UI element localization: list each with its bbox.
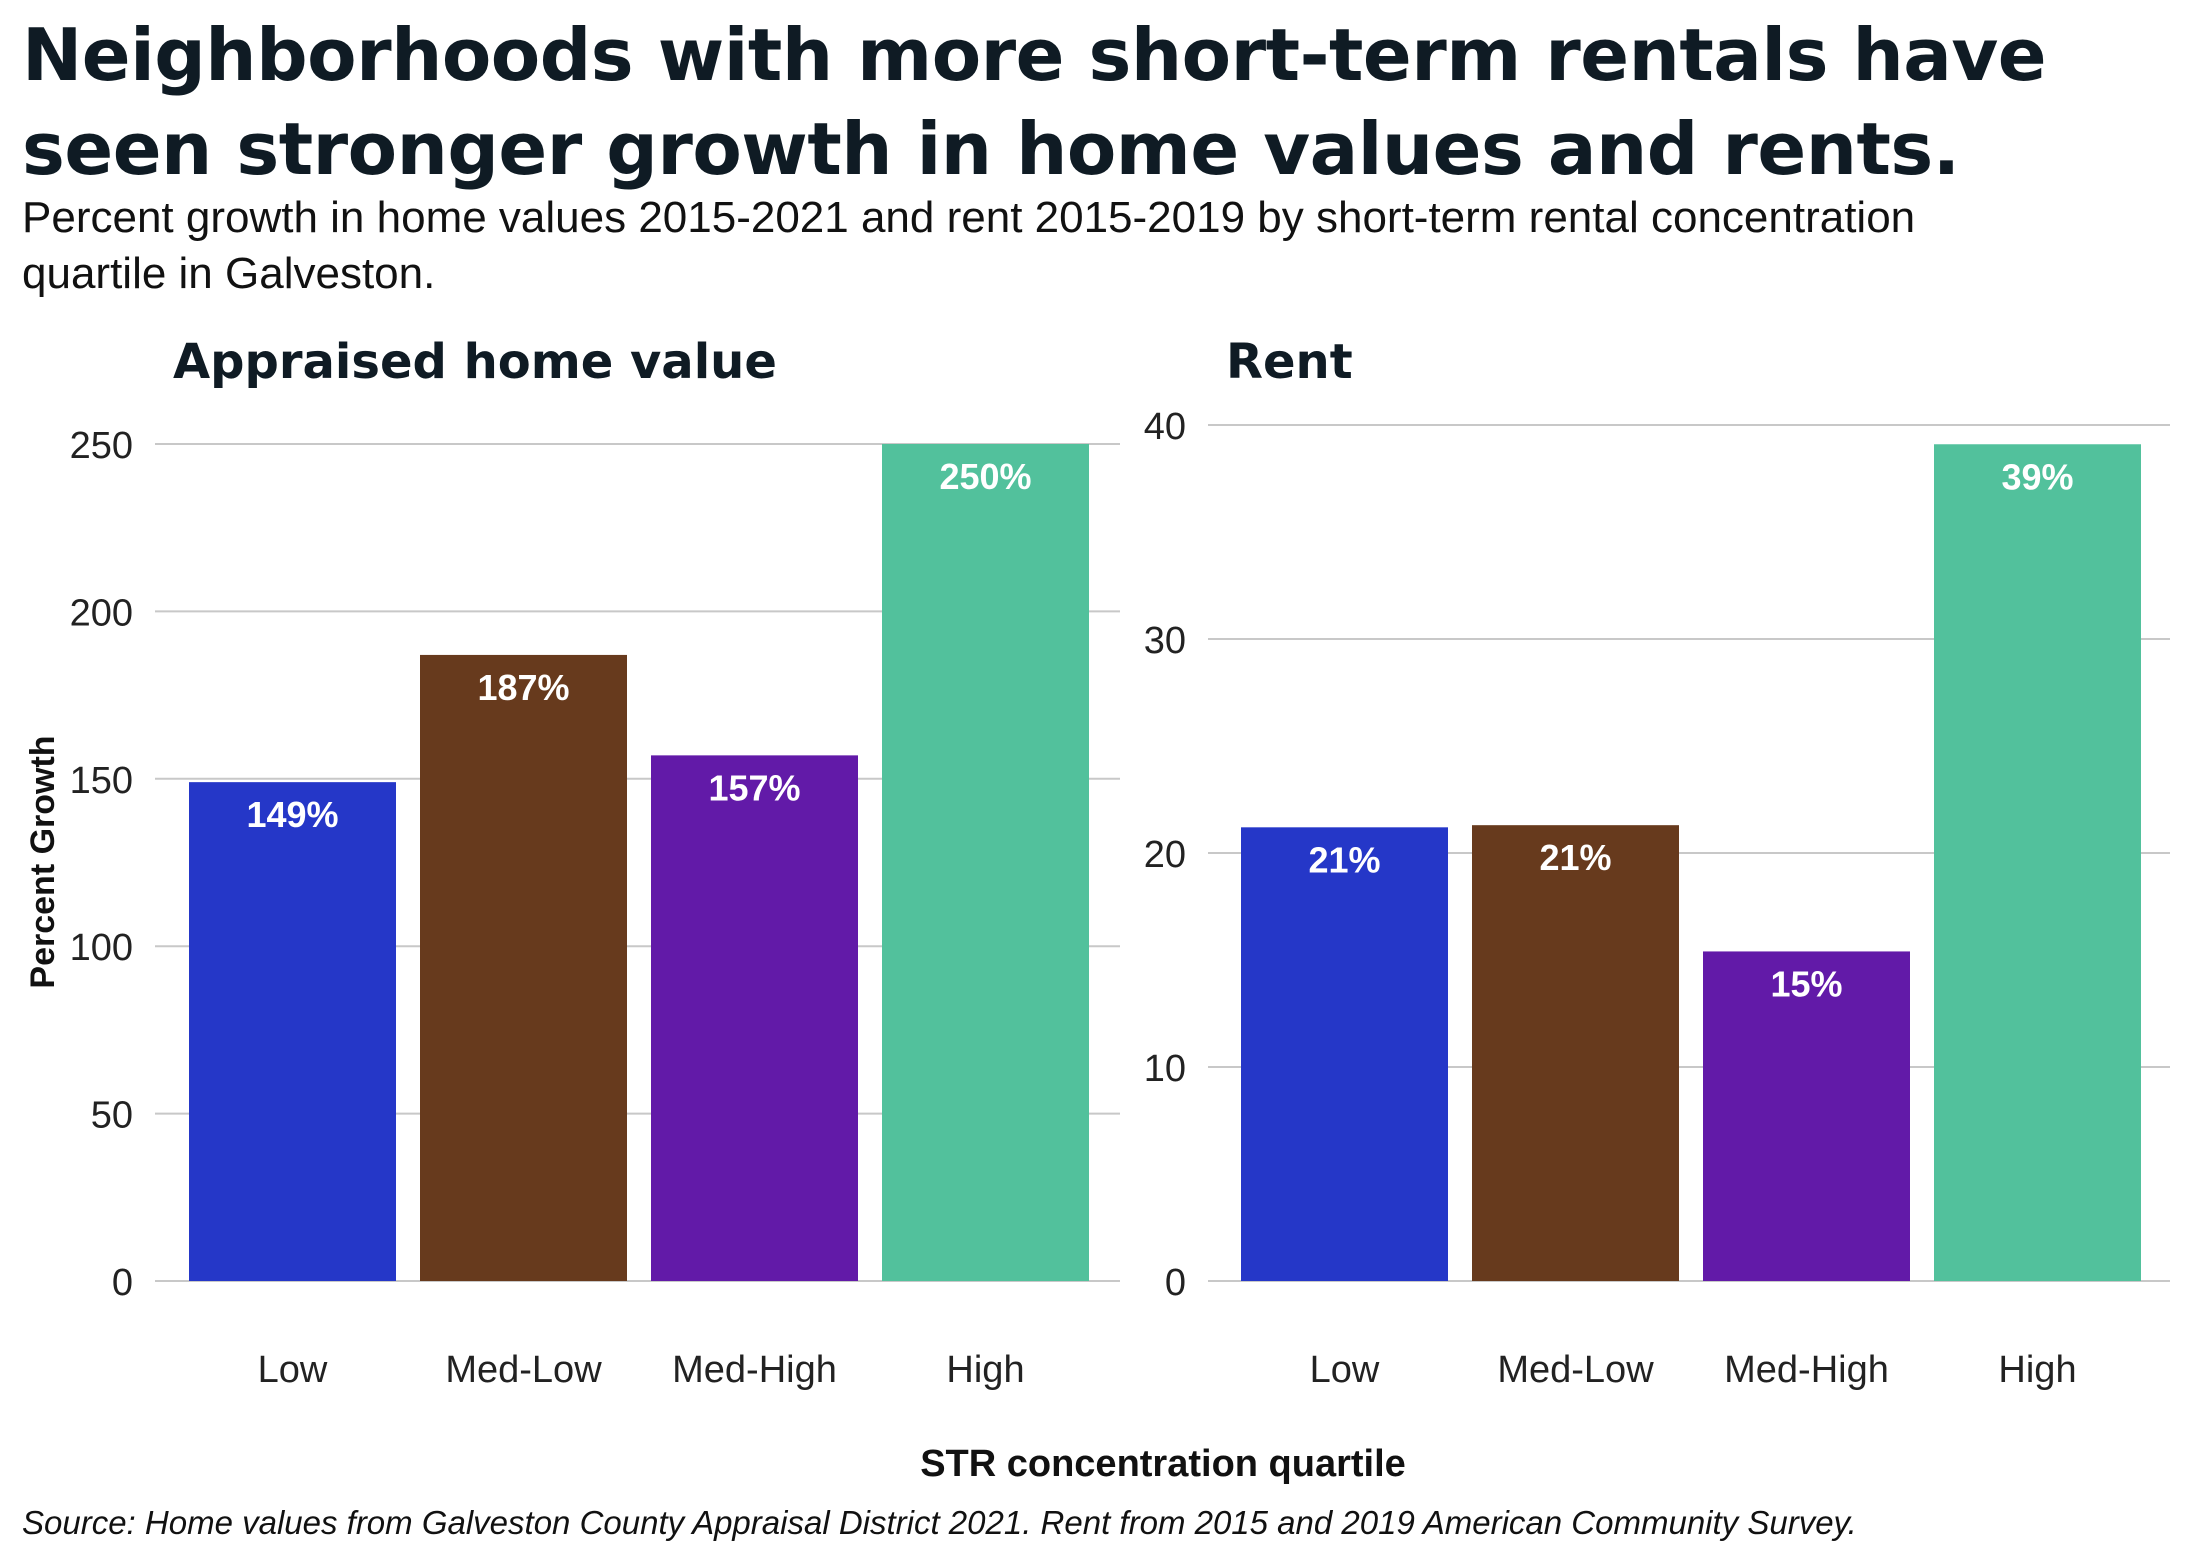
x-tick-label: Med-High bbox=[672, 1349, 837, 1391]
x-tick-label: Low bbox=[1310, 1349, 1380, 1391]
panel-title: Appraised home value bbox=[173, 334, 777, 390]
bar-value-label: 250% bbox=[939, 456, 1031, 497]
x-axis-label: STR concentration quartile bbox=[920, 1443, 1406, 1485]
chart-title: Neighborhoods with more short-term renta… bbox=[22, 13, 2047, 191]
y-tick-label: 30 bbox=[1144, 620, 1186, 662]
y-tick-label: 50 bbox=[91, 1095, 133, 1137]
x-tick-label: Med-Low bbox=[445, 1349, 602, 1391]
y-tick-label: 10 bbox=[1144, 1048, 1186, 1090]
bar-low bbox=[1241, 827, 1448, 1281]
y-tick-label: 200 bbox=[70, 592, 133, 634]
source-caption: Source: Home values from Galveston Count… bbox=[22, 1504, 1857, 1541]
bar-value-label: 15% bbox=[1770, 963, 1842, 1004]
y-tick-label: 150 bbox=[70, 760, 133, 802]
panel-title: Rent bbox=[1226, 334, 1353, 390]
chart-subtitle: Percent growth in home values 2015-2021 … bbox=[22, 193, 1916, 298]
y-tick-label: 0 bbox=[112, 1262, 133, 1304]
panel-2: Rent 0 10 20 30 40 21% Low 21% Med-Low 15% Med-High… bbox=[1144, 334, 2170, 1391]
y-tick-label: 40 bbox=[1144, 406, 1186, 448]
panel-1: Appraised home value 0 50 100 150 200 250 149% L… bbox=[70, 334, 1120, 1391]
bar-value-label: 149% bbox=[246, 794, 338, 835]
bar-value-label: 39% bbox=[2001, 456, 2073, 497]
y-tick-label: 20 bbox=[1144, 834, 1186, 876]
y-tick-label: 0 bbox=[1165, 1262, 1186, 1304]
bar-value-label: 21% bbox=[1539, 837, 1611, 878]
bar-value-label: 21% bbox=[1308, 839, 1380, 880]
y-tick-label: 250 bbox=[70, 425, 133, 467]
chart-panels: Appraised home value050100150200250149%L… bbox=[70, 334, 2170, 1391]
bar-med-low bbox=[1472, 825, 1679, 1281]
bar-low bbox=[189, 782, 396, 1281]
x-tick-label: Low bbox=[258, 1349, 328, 1391]
bar-high bbox=[882, 444, 1089, 1281]
y-axis-label: Percent Growth bbox=[24, 735, 62, 988]
x-tick-label: Med-Low bbox=[1497, 1349, 1654, 1391]
bar-high bbox=[1934, 444, 2141, 1281]
x-tick-label: Med-High bbox=[1724, 1349, 1889, 1391]
bar-med-high bbox=[1703, 951, 1910, 1281]
bar-med-high bbox=[651, 755, 858, 1281]
bar-med-low bbox=[420, 654, 627, 1281]
bar-value-label: 157% bbox=[708, 767, 800, 808]
x-tick-label: High bbox=[1998, 1349, 2076, 1391]
y-tick-label: 100 bbox=[70, 927, 133, 969]
x-tick-label: High bbox=[946, 1349, 1024, 1391]
bar-value-label: 187% bbox=[477, 667, 569, 708]
